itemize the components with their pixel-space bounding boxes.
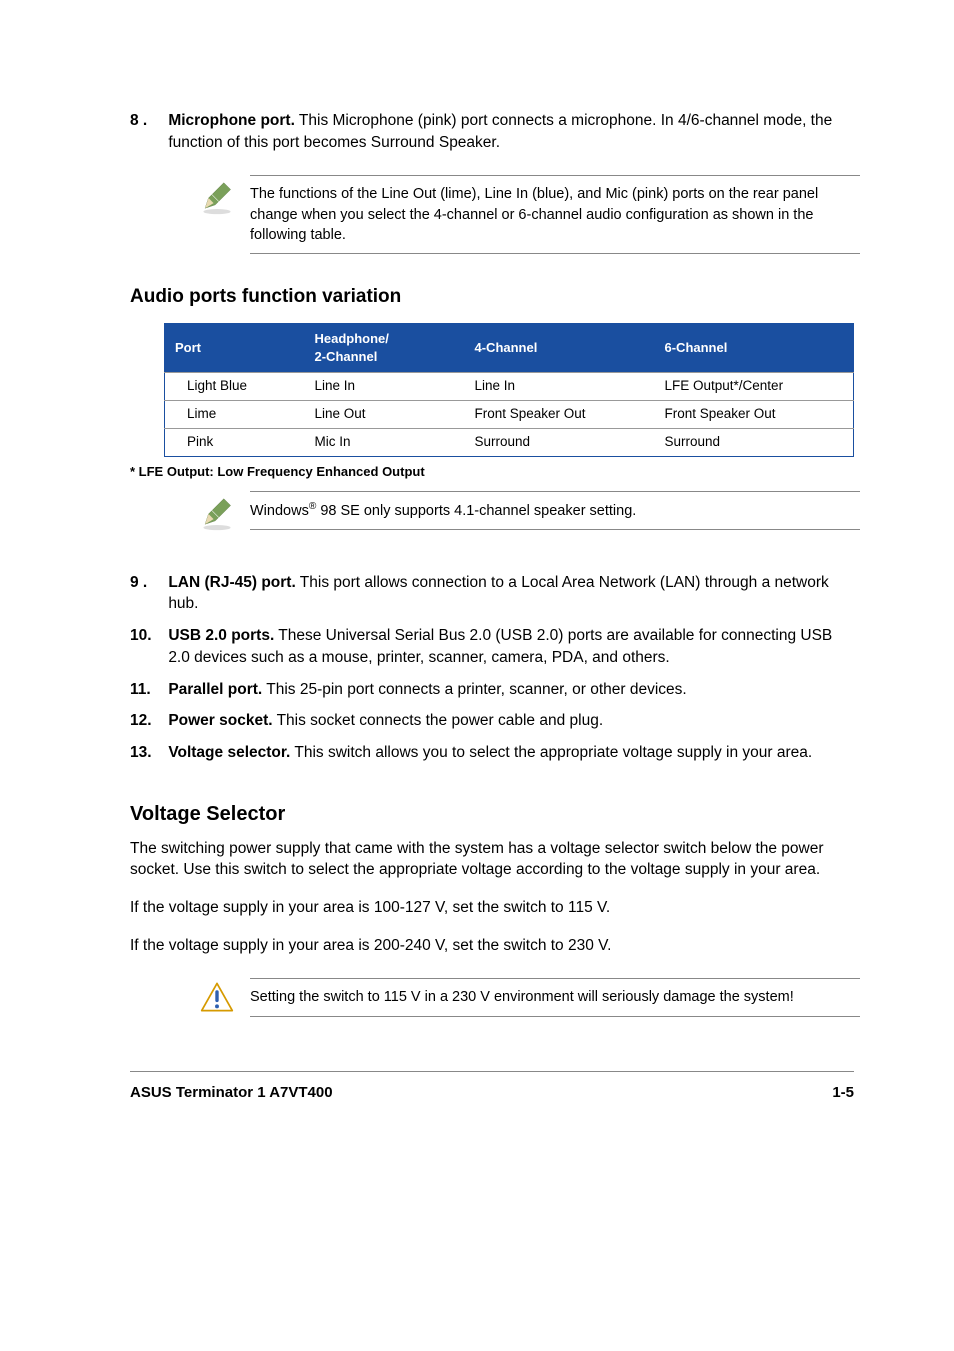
item-text: This switch allows you to select the app…	[290, 744, 812, 761]
note-text: The functions of the Line Out (lime), Li…	[250, 175, 860, 254]
cell: Mic In	[305, 429, 465, 457]
list-item-13: 13. Voltage selector. This switch allows…	[130, 742, 854, 764]
footer-left: ASUS Terminator 1 A7VT400	[130, 1082, 333, 1103]
cell: Light Blue	[165, 373, 305, 401]
item-body: USB 2.0 ports. These Universal Serial Bu…	[168, 625, 848, 668]
table-footnote: * LFE Output: Low Frequency Enhanced Out…	[130, 463, 854, 481]
item-number: 10.	[130, 625, 164, 647]
col-2ch: Headphone/2-Channel	[305, 323, 465, 372]
note-text: Windows® 98 SE only supports 4.1-channel…	[250, 491, 860, 530]
item-label: Voltage selector.	[168, 744, 290, 761]
table-row: Lime Line Out Front Speaker Out Front Sp…	[165, 401, 854, 429]
item-label: USB 2.0 ports.	[168, 627, 274, 644]
audio-ports-table: Port Headphone/2-Channel 4-Channel 6-Cha…	[164, 323, 854, 457]
cell: Surround	[465, 429, 655, 457]
voltage-para-3: If the voltage supply in your area is 20…	[130, 935, 854, 957]
voltage-heading: Voltage Selector	[130, 800, 854, 828]
col-6ch: 6-Channel	[655, 323, 854, 372]
table-row: Light Blue Line In Line In LFE Output*/C…	[165, 373, 854, 401]
item-number: 9 .	[130, 572, 164, 594]
warning-text: Setting the switch to 115 V in a 230 V e…	[250, 978, 860, 1016]
warning-icon	[200, 978, 250, 1021]
list-item-8: 8 . Microphone port. This Microphone (pi…	[130, 110, 854, 153]
cell: Surround	[655, 429, 854, 457]
pencil-icon	[200, 491, 250, 538]
items-9-13: 9 . LAN (RJ-45) port. This port allows c…	[130, 572, 854, 764]
note-block-windows: Windows® 98 SE only supports 4.1-channel…	[200, 491, 860, 538]
item-label: Parallel port.	[168, 681, 262, 698]
cell: Front Speaker Out	[655, 401, 854, 429]
table-header-row: Port Headphone/2-Channel 4-Channel 6-Cha…	[165, 323, 854, 372]
item-body: Microphone port. This Microphone (pink) …	[168, 110, 848, 153]
list-item-12: 12. Power socket. This socket connects t…	[130, 710, 854, 732]
item-body: Parallel port. This 25-pin port connects…	[168, 679, 848, 701]
col-4ch: 4-Channel	[465, 323, 655, 372]
item-number: 8 .	[130, 110, 164, 132]
item-number: 13.	[130, 742, 164, 764]
cell: Line In	[465, 373, 655, 401]
item-label: LAN (RJ-45) port.	[168, 574, 295, 591]
warning-block: Setting the switch to 115 V in a 230 V e…	[200, 978, 860, 1021]
voltage-para-1: The switching power supply that came wit…	[130, 838, 854, 881]
cell: Line In	[305, 373, 465, 401]
col-port: Port	[165, 323, 305, 372]
item-label: Microphone port.	[168, 112, 295, 129]
cell: Front Speaker Out	[465, 401, 655, 429]
item-text: This 25-pin port connects a printer, sca…	[262, 681, 686, 698]
cell: LFE Output*/Center	[655, 373, 854, 401]
item-text: This socket connects the power cable and…	[273, 712, 604, 729]
list-item-9: 9 . LAN (RJ-45) port. This port allows c…	[130, 572, 854, 615]
cell: Line Out	[305, 401, 465, 429]
audio-heading: Audio ports function variation	[130, 284, 854, 311]
note-block-audio: The functions of the Line Out (lime), Li…	[200, 175, 860, 254]
page-footer: ASUS Terminator 1 A7VT400 1-5	[130, 1071, 854, 1103]
item-body: Power socket. This socket connects the p…	[168, 710, 848, 732]
pencil-icon	[200, 175, 250, 222]
cell: Pink	[165, 429, 305, 457]
item-body: Voltage selector. This switch allows you…	[168, 742, 848, 764]
item-number: 11.	[130, 679, 164, 701]
item-body: LAN (RJ-45) port. This port allows conne…	[168, 572, 848, 615]
voltage-para-2: If the voltage supply in your area is 10…	[130, 897, 854, 919]
list-item-10: 10. USB 2.0 ports. These Universal Seria…	[130, 625, 854, 668]
item-number: 12.	[130, 710, 164, 732]
cell: Lime	[165, 401, 305, 429]
item-label: Power socket.	[168, 712, 272, 729]
table-row: Pink Mic In Surround Surround	[165, 429, 854, 457]
list-item-11: 11. Parallel port. This 25-pin port conn…	[130, 679, 854, 701]
footer-right: 1-5	[832, 1082, 854, 1103]
